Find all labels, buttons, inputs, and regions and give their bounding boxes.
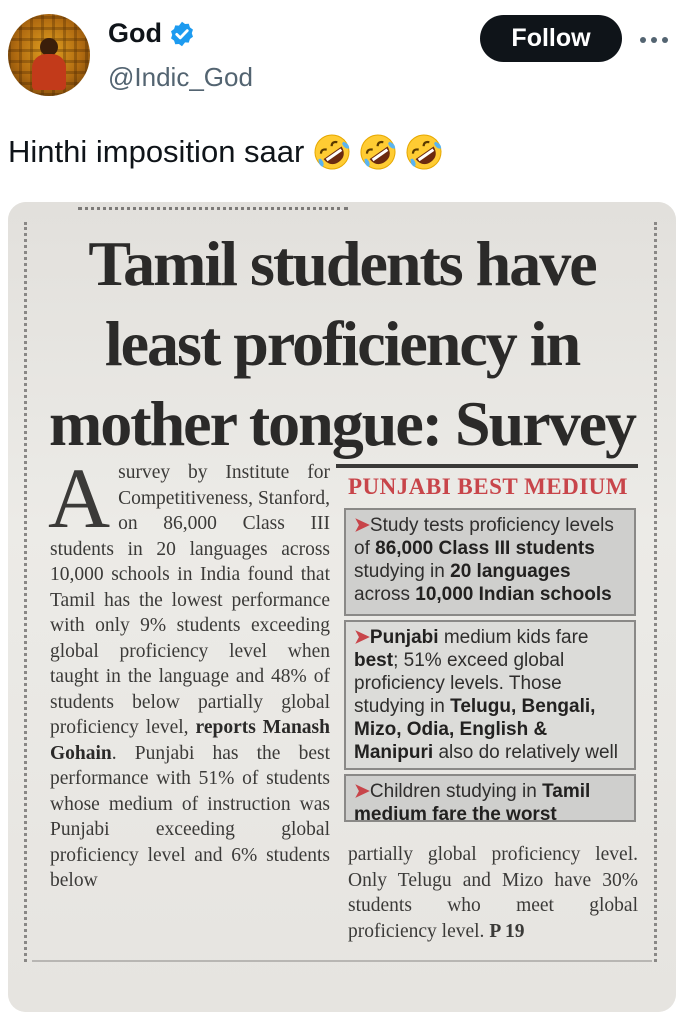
verified-badge-icon	[171, 21, 193, 46]
emoji-group	[306, 132, 444, 172]
name-row: God	[108, 18, 196, 49]
rolling-on-floor-laughing-emoji-icon	[314, 134, 350, 170]
fact-box-tamil: ➤Children studying in Tamil medium fare …	[344, 774, 636, 825]
headline-line: Tamil students have	[88, 228, 597, 299]
fact-text: also do relatively well	[433, 742, 618, 763]
more-options-icon[interactable]	[638, 24, 670, 56]
arrow-icon: ➤	[354, 515, 370, 536]
fact-bold: Punjabi	[369, 627, 439, 648]
clipping-bottom-rule	[32, 960, 652, 962]
article-headline: Tamil students have least proficiency in…	[42, 224, 642, 464]
tweet-text: Hinthi imposition saar	[8, 132, 444, 172]
avatar-figure-body	[32, 54, 66, 90]
headline-line: mother tongue: Survey	[48, 388, 637, 459]
article-rest: . Punjabi has the best performance with …	[50, 742, 330, 892]
ellipsis-icon	[640, 37, 668, 43]
article-continuation: partially global proficiency level. Only…	[348, 842, 638, 944]
fact-text: studying in	[354, 561, 451, 582]
newspaper-clipping: Tamil students have least proficiency in…	[8, 202, 676, 1012]
rolling-on-floor-laughing-emoji-icon	[406, 134, 442, 170]
fact-box-punjabi: ➤Punjabi medium kids fare best; 51% exce…	[344, 620, 636, 770]
fact-text: ; 51% exceed global proficiency levels. …	[354, 650, 565, 717]
arrow-icon: ➤	[354, 627, 370, 648]
tweet-text-content: Hinthi imposition saar	[8, 134, 305, 169]
fact-text: Study tests proficiency levels of	[354, 515, 614, 559]
continuation-text: partially global proficiency level. Only…	[348, 844, 638, 942]
fact-bold: 10,000 Indian schools	[415, 584, 612, 605]
fact-bold: best	[354, 650, 394, 671]
fact-bold: Telugu, Bengali, Mizo, Odia, English & M…	[354, 696, 596, 763]
arrow-icon: ➤	[354, 781, 370, 802]
fact-bold: 20 languages	[450, 561, 571, 582]
user-handle[interactable]: @Indic_God	[108, 62, 253, 92]
display-name[interactable]: God	[108, 18, 162, 48]
fact-bold: 86,000 Class III students	[375, 538, 595, 559]
article-body: A survey by Institute for Competitivenes…	[48, 450, 330, 894]
fact-bold: Tamil medium fare the worst	[354, 781, 591, 825]
cut-line-top	[78, 207, 348, 210]
sidebar-rule	[336, 464, 638, 468]
article-paragraph: survey by Institute for Competitiveness,…	[50, 460, 330, 894]
tweet-header: God @Indic_God Follow	[0, 0, 676, 110]
info-sidebar: PUNJABI BEST MEDIUM ➤Study tests profici…	[336, 464, 638, 826]
tweet-media-image[interactable]: Tamil students have least proficiency in…	[8, 202, 676, 1012]
follow-button[interactable]: Follow	[480, 15, 622, 62]
avatar[interactable]	[8, 14, 90, 96]
fact-text: across	[354, 584, 416, 605]
drop-cap: A	[48, 450, 111, 546]
sidebar-title: PUNJABI BEST MEDIUM	[348, 474, 628, 499]
article-intro: survey by Institute for Competitiveness,…	[50, 462, 330, 738]
cut-line-left	[24, 222, 27, 962]
avatar-figure-head	[40, 38, 58, 56]
cut-line-right	[654, 222, 657, 962]
headline-line: least proficiency in	[104, 308, 581, 379]
fact-box-study: ➤Study tests proficiency levels of 86,00…	[344, 508, 636, 616]
fact-text: medium kids fare	[438, 627, 589, 648]
fact-text: Children studying in	[369, 781, 543, 802]
page-reference: P 19	[489, 920, 525, 942]
rolling-on-floor-laughing-emoji-icon	[360, 134, 396, 170]
article-byline: reports Manash Gohain	[50, 717, 330, 764]
